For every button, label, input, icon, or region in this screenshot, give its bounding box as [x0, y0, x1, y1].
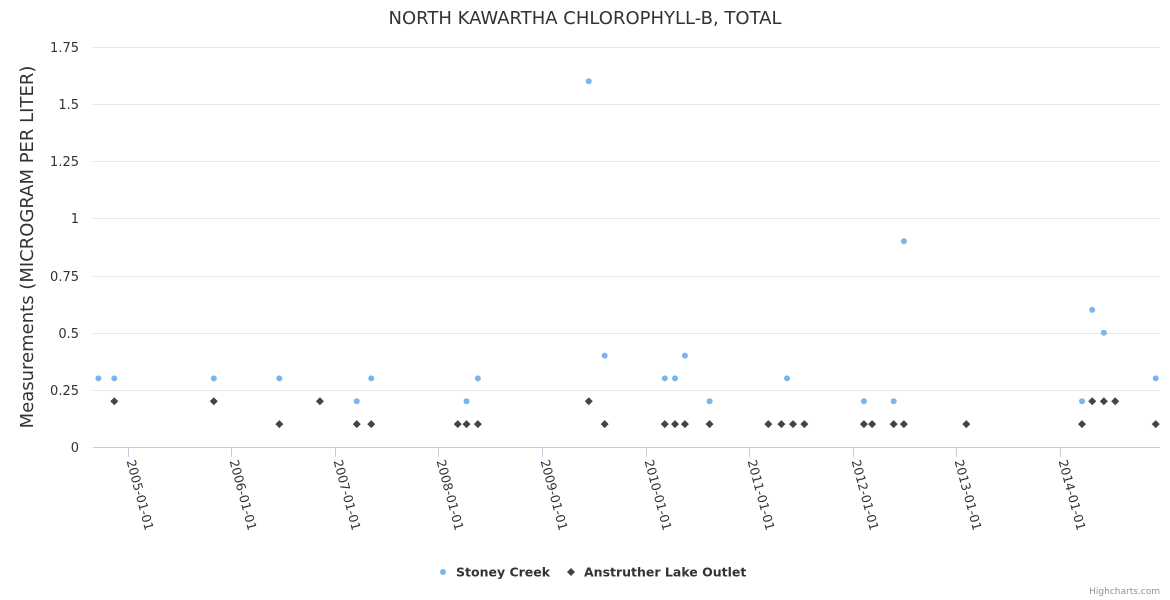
data-point[interactable]	[1088, 397, 1097, 406]
data-point[interactable]	[788, 420, 797, 429]
series-anstruther-lake-outlet	[110, 397, 1160, 429]
data-point[interactable]	[1089, 306, 1096, 313]
data-point[interactable]	[800, 420, 809, 429]
data-point[interactable]	[705, 420, 714, 429]
grid-lines	[93, 47, 1160, 391]
data-point[interactable]	[681, 352, 688, 359]
data-point[interactable]	[368, 375, 375, 382]
data-point[interactable]	[1111, 397, 1120, 406]
data-point[interactable]	[453, 420, 462, 429]
data-point[interactable]	[209, 397, 218, 406]
data-point[interactable]	[962, 420, 971, 429]
chart-title: NORTH KAWARTHA CHLOROPHYLL-B, TOTAL	[389, 8, 782, 29]
legend-label-anstruther-lake-outlet: Anstruther Lake Outlet	[584, 565, 746, 580]
data-point[interactable]	[315, 397, 324, 406]
data-point[interactable]	[706, 398, 713, 405]
data-point[interactable]	[585, 78, 592, 85]
data-point[interactable]	[275, 420, 284, 429]
legend-item-anstruther-lake-outlet[interactable]: Anstruther Lake Outlet	[567, 565, 746, 580]
legend-marker-stoney-creek	[440, 569, 446, 575]
data-point[interactable]	[463, 398, 470, 405]
data-point[interactable]	[1100, 329, 1107, 336]
data-point[interactable]	[868, 420, 877, 429]
legend: Stoney Creek Anstruther Lake Outlet	[440, 565, 746, 580]
data-point[interactable]	[600, 420, 609, 429]
data-point[interactable]	[352, 420, 361, 429]
legend-label-stoney-creek: Stoney Creek	[456, 565, 551, 580]
data-point[interactable]	[1152, 375, 1159, 382]
data-point[interactable]	[276, 375, 283, 382]
data-point[interactable]	[672, 375, 678, 382]
legend-item-stoney-creek[interactable]: Stoney Creek	[440, 565, 551, 580]
data-point[interactable]	[1079, 398, 1086, 405]
data-point[interactable]	[661, 375, 668, 382]
y-tick-label: 0.25	[50, 384, 79, 399]
data-point[interactable]	[680, 420, 689, 429]
plot-area	[95, 78, 1160, 429]
data-point[interactable]	[784, 375, 791, 382]
y-tick-label: 0.75	[50, 270, 79, 285]
y-axis-labels: 0 0.25 0.5 0.75 1 1.25 1.5 1.75	[50, 41, 79, 456]
data-point[interactable]	[462, 420, 471, 429]
y-tick-label: 1.25	[50, 155, 79, 170]
data-point[interactable]	[95, 375, 102, 382]
y-tick-label: 0	[71, 441, 79, 456]
data-point[interactable]	[1151, 420, 1160, 429]
data-point[interactable]	[899, 420, 908, 429]
y-tick-label: 1.5	[58, 98, 79, 113]
data-point[interactable]	[584, 397, 593, 406]
data-point[interactable]	[1099, 397, 1108, 406]
data-point[interactable]	[671, 420, 679, 429]
data-point[interactable]	[890, 398, 897, 405]
data-point[interactable]	[473, 420, 482, 429]
series-stoney-creek	[95, 78, 1159, 405]
y-tick-label: 1.75	[50, 41, 79, 56]
data-point[interactable]	[900, 238, 907, 245]
data-point[interactable]	[860, 398, 867, 405]
credits-link[interactable]: Highcharts.com	[1089, 587, 1160, 597]
data-point[interactable]	[660, 420, 669, 429]
legend-marker-anstruther-lake-outlet	[567, 568, 575, 576]
data-point[interactable]	[1078, 420, 1087, 429]
data-point[interactable]	[859, 420, 868, 429]
data-point[interactable]	[353, 398, 360, 405]
data-point[interactable]	[601, 352, 608, 359]
data-point[interactable]	[777, 420, 786, 429]
data-point[interactable]	[474, 375, 481, 382]
y-tick-label: 0.5	[58, 327, 79, 342]
data-point[interactable]	[367, 420, 376, 429]
data-point[interactable]	[111, 375, 118, 382]
data-point[interactable]	[110, 397, 119, 406]
data-point[interactable]	[210, 375, 217, 382]
data-point[interactable]	[889, 420, 898, 429]
data-point[interactable]	[764, 420, 773, 429]
y-tick-label: 1	[71, 212, 79, 227]
y-axis-title: Measurements (MICROGRAM PER LITER)	[17, 66, 38, 429]
